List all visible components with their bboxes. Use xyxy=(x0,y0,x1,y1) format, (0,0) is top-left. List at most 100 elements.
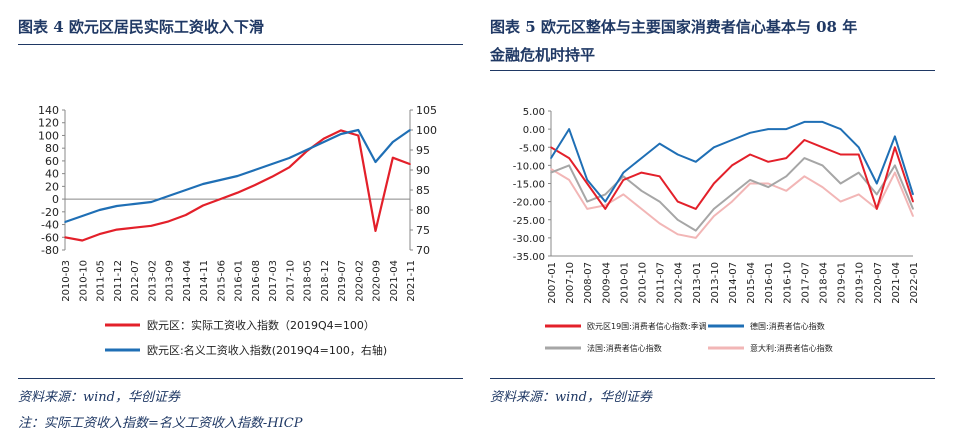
left-legend-label-1: 欧元区：实际工资收入指数（2019Q4=100） xyxy=(147,318,375,332)
left-xtick-label: 2018-12 xyxy=(320,260,331,302)
right-xtick-label: 2007-01 xyxy=(547,262,558,304)
right-series-1-point xyxy=(912,200,914,203)
right-series-4-point xyxy=(658,222,661,225)
right-series-2-point xyxy=(622,171,625,174)
right-ytick-label: -30.00 xyxy=(513,234,545,245)
left-ytick-label: 100 xyxy=(38,129,59,142)
right-series-1-point xyxy=(640,171,643,174)
left-series-1-point xyxy=(340,129,342,132)
left-ytick-label: 140 xyxy=(38,104,59,117)
right-xtick-label: 2012-04 xyxy=(674,262,685,304)
right-series-3-point xyxy=(640,189,643,192)
left-xtick-label: 2012-07 xyxy=(130,260,141,302)
right-xtick-label: 2019-01 xyxy=(837,262,848,304)
left-ytick-label: -80 xyxy=(41,244,59,257)
left-title-rule xyxy=(18,44,463,45)
right-legend-label-4: 意大利:消费者信心指数 xyxy=(750,343,833,353)
right-ytick-label: 5.00 xyxy=(523,107,545,118)
right-series-4-point xyxy=(839,200,842,203)
right-series-3-point xyxy=(550,171,552,174)
left-xtick-label: 2013-02 xyxy=(147,260,158,302)
left-source: 资料来源：wind，华创证券 xyxy=(18,390,180,405)
right-ytick-label: -15.00 xyxy=(513,180,545,191)
right-xtick-label: 2018-04 xyxy=(819,262,830,304)
left-series-2-point xyxy=(409,129,411,131)
left-series-1-point xyxy=(288,166,291,169)
left-y2tick-label: 85 xyxy=(416,184,430,197)
right-series-2-point xyxy=(857,146,860,149)
right-series-2-point xyxy=(640,157,643,159)
left-xtick-label: 2010-03 xyxy=(61,260,72,302)
right-ytick-label: -5.00 xyxy=(519,143,545,154)
left-xtick-label: 2011-12 xyxy=(113,260,124,302)
right-series-1-point xyxy=(568,157,570,159)
right-series-line-2 xyxy=(550,120,914,203)
right-xtick-label: 2016-10 xyxy=(782,262,793,304)
right-ytick-label: 0.00 xyxy=(523,125,545,136)
left-y2tick-label: 100 xyxy=(416,124,437,137)
left-note: 注：实际工资收入指数=名义工资收入指数-HICP xyxy=(18,416,303,431)
right-series-4-point xyxy=(767,182,769,185)
right-series-4-point xyxy=(640,208,643,210)
right-xtick-label: 2014-07 xyxy=(728,262,739,304)
right-legend-label-1: 欧元区19国:消费者信心指数:季调 xyxy=(587,321,707,331)
right-series-1-point xyxy=(695,208,697,210)
left-series-2-point xyxy=(98,209,101,211)
right-series-3-point xyxy=(821,164,824,167)
left-series-1-point xyxy=(219,198,222,200)
right-series-1-point xyxy=(876,208,878,210)
right-series-1-point xyxy=(713,182,715,185)
left-ytick-label: 0 xyxy=(52,193,59,206)
left-series-2-point xyxy=(391,141,394,143)
right-ytick-label: -25.00 xyxy=(513,216,545,227)
right-series-4-point xyxy=(695,237,697,239)
left-series-1-point xyxy=(133,226,135,229)
left-xtick-label: 2014-11 xyxy=(199,260,210,302)
right-series-4-point xyxy=(785,189,788,192)
right-series-2-point xyxy=(586,179,588,181)
left-chart: -80-60-40-200204060801001201407075808590… xyxy=(38,104,437,357)
left-xtick-label: 2018-05 xyxy=(303,260,314,302)
left-series-2-point xyxy=(81,215,84,217)
left-series-2-point xyxy=(202,183,204,185)
right-series-2-point xyxy=(749,131,751,134)
right-series-3-point xyxy=(876,193,878,196)
right-series-1-point xyxy=(857,153,860,156)
right-chart: 5.00 0.00 -5.00 -10.00 -15.00 -20.00 -25.00 -30… xyxy=(513,107,920,353)
left-series-1-point xyxy=(271,176,273,178)
left-xtick-label: 2016-08 xyxy=(251,260,262,302)
left-y2tick-label: 70 xyxy=(416,244,430,257)
left-y2tick-label: 105 xyxy=(416,104,437,117)
right-series-3-point xyxy=(676,218,679,221)
left-series-1-point xyxy=(64,236,66,239)
left-series-1-point xyxy=(167,220,170,223)
left-series-2-point xyxy=(322,141,325,143)
left-series-2-point xyxy=(340,133,342,135)
left-xtick-label: 2019-07 xyxy=(337,260,348,302)
left-series-1-point xyxy=(253,184,256,186)
right-series-2-point xyxy=(658,142,661,145)
right-xtick-label: 2020-07 xyxy=(873,262,884,304)
left-series-2-point xyxy=(236,175,239,177)
left-series-1-point xyxy=(409,163,411,165)
right-series-3-point xyxy=(713,208,715,210)
right-source: 资料来源：wind，华创证券 xyxy=(490,390,652,405)
right-series-3-point xyxy=(695,229,697,232)
right-ytick-label: -10.00 xyxy=(513,161,545,172)
right-xtick-label: 2019-10 xyxy=(855,262,866,304)
right-series-2-point xyxy=(876,182,878,185)
left-y2tick-label: 80 xyxy=(416,204,430,217)
left-ytick-label: 20 xyxy=(45,180,59,193)
right-series-1-point xyxy=(658,175,661,178)
right-xtick-label: 2015-04 xyxy=(746,262,757,304)
right-series-4-point xyxy=(894,171,896,174)
left-xtick-label: 2016-01 xyxy=(234,260,245,302)
right-series-3-point xyxy=(912,208,914,210)
right-series-1-point xyxy=(676,200,679,203)
right-series-3-point xyxy=(622,175,625,178)
right-series-3-point xyxy=(604,193,607,196)
right-series-line-1 xyxy=(550,139,914,210)
right-series-4-point xyxy=(803,175,806,178)
left-series-1-point xyxy=(357,134,360,137)
left-series-1-point xyxy=(236,191,239,194)
